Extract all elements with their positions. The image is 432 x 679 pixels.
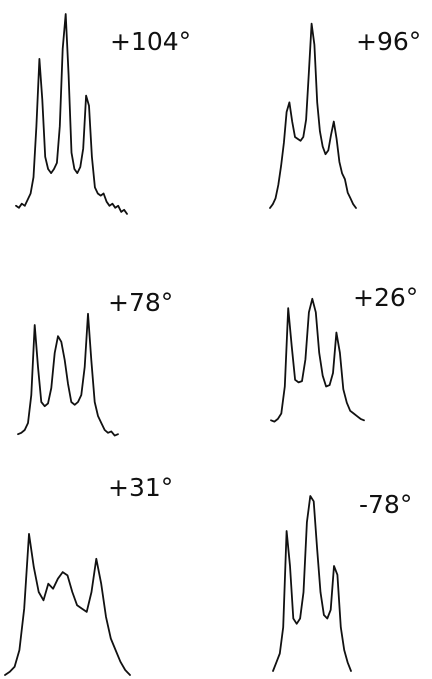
panel-label: +26° (353, 283, 418, 312)
panel-plus-26: +26° (270, 283, 418, 423)
panel-label: -78° (359, 490, 412, 519)
panel-label: +96° (356, 27, 421, 56)
panel-plus-78: +78° (17, 288, 173, 437)
panel-minus-78: -78° (272, 490, 412, 672)
spectrum-trace (269, 22, 357, 209)
panel-label: +31° (108, 473, 173, 502)
spectrum-trace (270, 297, 365, 423)
panel-plus-104: +104° (15, 13, 191, 215)
panel-plus-96: +96° (269, 22, 421, 209)
spectrum-trace (4, 533, 131, 676)
panel-label: +104° (110, 27, 191, 56)
spectrum-trace (272, 495, 352, 672)
panel-plus-31: +31° (4, 473, 173, 676)
spectrum-trace (15, 13, 128, 215)
panel-label: +78° (108, 288, 173, 317)
spectrum-trace (17, 312, 119, 437)
